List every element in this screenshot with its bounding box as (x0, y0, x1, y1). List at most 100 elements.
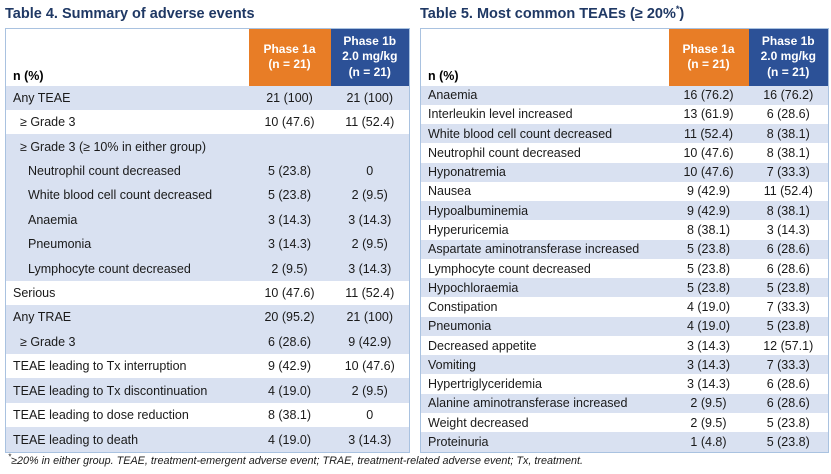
phase1b-value: 0 (330, 158, 410, 184)
row-label: Any TRAE (5, 305, 249, 330)
phase1a-value: 2 (9.5) (668, 413, 749, 433)
phase1a-value: 10 (47.6) (248, 280, 331, 306)
table5-col-phase1a: Phase 1a (n = 21) (668, 28, 749, 86)
table4-npct-label: n (%) (5, 28, 249, 86)
phase1a-value: 2 (9.5) (248, 256, 331, 281)
table-row: Anaemia 16 (76.2) 16 (76.2) (420, 85, 829, 105)
phase1a-value: 5 (23.8) (248, 183, 331, 208)
phase1a-value: 10 (47.6) (668, 162, 749, 182)
phase1a-value: 2 (9.5) (668, 393, 749, 414)
phase1a-value: 9 (42.9) (668, 201, 749, 221)
table-row: Hypochloraemia 5 (23.8) 5 (23.8) (420, 278, 829, 298)
row-label: Neutrophil count decreased (420, 143, 669, 163)
phase1a-value: 11 (52.4) (668, 124, 749, 144)
phase1b-value: 2 (9.5) (330, 231, 410, 257)
table-row: Any TRAE 20 (95.2) 21 (100) (5, 305, 410, 330)
table5-npct-label: n (%) (420, 28, 669, 86)
phase1a-value: 5 (23.8) (248, 158, 331, 184)
phase1a-value: 8 (38.1) (248, 402, 331, 428)
phase1b-value: 0 (330, 402, 410, 428)
phase1b-value: 6 (28.6) (748, 258, 829, 279)
phase1a-value: 5 (23.8) (668, 278, 749, 298)
phase1b-value: 5 (23.8) (748, 278, 829, 298)
table-row: Serious 10 (47.6) 11 (52.4) (5, 280, 410, 306)
row-label: Constipation (420, 297, 669, 317)
phase1a-value: 3 (14.3) (668, 374, 749, 394)
table4-header-row: n (%) Phase 1a (n = 21) Phase 1b 2.0 mg/… (5, 28, 410, 86)
phase1a-value: 16 (76.2) (668, 85, 749, 105)
row-label: Proteinuria (420, 432, 669, 453)
phase1a-value: 3 (14.3) (248, 231, 331, 257)
phase1b-value: 2 (9.5) (330, 183, 410, 208)
table5: n (%) Phase 1a (n = 21) Phase 1b 2.0 mg/… (420, 28, 829, 453)
phase1b-value: 8 (38.1) (748, 143, 829, 163)
phase1a-value: 9 (42.9) (248, 353, 331, 379)
table-row: TEAE leading to Tx interruption 9 (42.9) 1… (5, 353, 410, 379)
phase1b-value: 7 (33.3) (748, 355, 829, 375)
phase1b-value: 5 (23.8) (748, 413, 829, 433)
table-row: TEAE leading to dose reduction 8 (38.1) 0 (5, 402, 410, 428)
row-label: TEAE leading to death (5, 427, 249, 453)
table-row: TEAE leading to Tx discontinuation 4 (19.… (5, 378, 410, 403)
phase1b-value (330, 134, 410, 159)
row-label: Decreased appetite (420, 335, 669, 356)
phase1b-value: 21 (100) (330, 85, 410, 110)
table5-col-phase1b: Phase 1b 2.0 mg/kg (n = 21) (748, 28, 829, 86)
table-row: Decreased appetite 3 (14.3) 12 (57.1) (420, 335, 829, 356)
phase1b-value: 21 (100) (330, 305, 410, 330)
phase1a-value: 5 (23.8) (668, 258, 749, 279)
table-row: Neutrophil count decreased 10 (47.6) 8 (38… (420, 143, 829, 163)
row-label: Anaemia (5, 207, 249, 232)
table-row: Aspartate aminotransferase increased 5 (2… (420, 239, 829, 259)
row-label: Hypoalbuminemia (420, 201, 669, 221)
table-row: White blood cell count decreased 5 (23.8)… (5, 183, 410, 208)
row-label: TEAE leading to Tx interruption (5, 353, 249, 379)
table-row: Constipation 4 (19.0) 7 (33.3) (420, 297, 829, 317)
table-row: Lymphocyte count decreased 5 (23.8) 6 (28.… (420, 258, 829, 279)
table-row: Anaemia 3 (14.3) 3 (14.3) (5, 207, 410, 232)
phase1a-value: 3 (14.3) (248, 207, 331, 232)
phase1b-value: 2 (9.5) (330, 378, 410, 403)
phase1a-value: 10 (47.6) (668, 143, 749, 163)
phase1a-value: 4 (19.0) (668, 316, 749, 336)
phase1a-value: 3 (14.3) (668, 335, 749, 356)
phase1a-value: 3 (14.3) (668, 355, 749, 375)
phase1b-value: 8 (38.1) (748, 124, 829, 144)
table5-panel: Table 5. Most common TEAEs (≥ 20%*) n (%… (420, 4, 829, 453)
row-label: ≥ Grade 3 (5, 329, 249, 354)
table-row: Alanine aminotransferase increased 2 (9.5… (420, 393, 829, 414)
phase1b-value: 10 (47.6) (330, 353, 410, 379)
table5-title: Table 5. Most common TEAEs (≥ 20%*) (420, 4, 828, 28)
table-row: Hyponatremia 10 (47.6) 7 (33.3) (420, 162, 829, 182)
phase1b-value: 7 (33.3) (748, 162, 829, 182)
table5-title-text: Table 5. Most common TEAEs (≥ 20% (420, 6, 676, 22)
row-label: Hyperuricemia (420, 220, 669, 240)
table4-panel: Table 4. Summary of adverse events n (%)… (5, 4, 410, 453)
phase1a-value: 1 (4.8) (668, 432, 749, 453)
table-row: ≥ Grade 3 (≥ 10% in either group) (5, 134, 410, 159)
phase1a-value: 5 (23.8) (668, 239, 749, 259)
row-label: White blood cell count decreased (420, 124, 669, 144)
row-label: ≥ Grade 3 (5, 109, 249, 135)
row-label: Alanine aminotransferase increased (420, 393, 669, 414)
table-row: White blood cell count decreased 11 (52.4… (420, 124, 829, 144)
table-row: Vomiting 3 (14.3) 7 (33.3) (420, 355, 829, 375)
table5-title-close: ) (679, 6, 685, 22)
row-label: Nausea (420, 181, 669, 202)
table-row: Interleukin level increased 13 (61.9) 6 (2… (420, 104, 829, 125)
row-label: Serious (5, 280, 249, 306)
table5-title-asterisk: * (675, 4, 680, 15)
phase1a-value: 9 (42.9) (668, 181, 749, 202)
phase1b-value: 16 (76.2) (748, 85, 829, 105)
table-row: Pneumonia 3 (14.3) 2 (9.5) (5, 231, 410, 257)
phase1a-value: 6 (28.6) (248, 329, 331, 354)
phase1b-value: 11 (52.4) (748, 181, 829, 202)
phase1a-value: 4 (19.0) (248, 378, 331, 403)
phase1b-value: 6 (28.6) (748, 393, 829, 414)
table-row: Proteinuria 1 (4.8) 5 (23.8) (420, 432, 829, 453)
phase1b-value: 11 (52.4) (330, 109, 410, 135)
row-label: White blood cell count decreased (5, 183, 249, 208)
row-label: Pneumonia (420, 316, 669, 336)
row-label: Hyponatremia (420, 162, 669, 182)
